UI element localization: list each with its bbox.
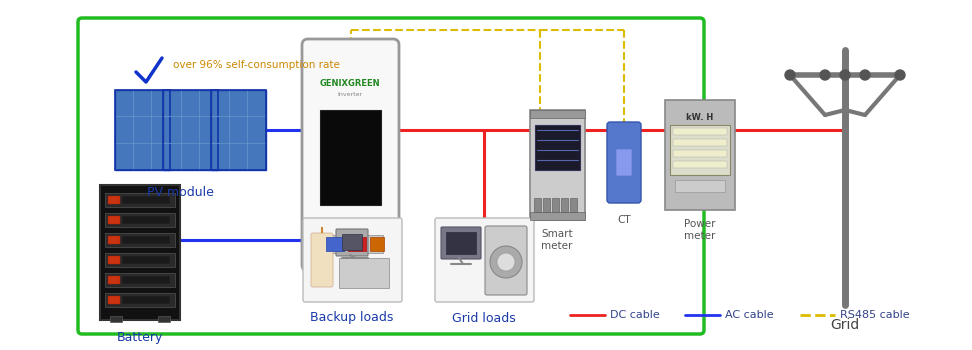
Text: DC cable: DC cable (610, 310, 660, 320)
Bar (108, 196, 120, 204)
Text: Grid loads: Grid loads (452, 312, 516, 324)
FancyBboxPatch shape (311, 233, 333, 287)
Bar (211, 90, 266, 170)
Bar (105, 273, 175, 287)
Bar (115, 90, 170, 170)
Bar (122, 296, 170, 304)
Bar (105, 293, 175, 307)
Bar (105, 193, 175, 207)
FancyBboxPatch shape (441, 227, 481, 259)
Bar (446, 232, 476, 254)
Circle shape (497, 253, 515, 271)
Text: GENIXGREEN: GENIXGREEN (320, 78, 380, 88)
Bar (675, 180, 725, 192)
Bar (211, 90, 266, 170)
Bar (665, 100, 735, 210)
Bar (110, 316, 122, 322)
Bar (318, 235, 383, 253)
Text: CT: CT (617, 215, 631, 225)
FancyBboxPatch shape (336, 229, 368, 256)
Bar (122, 236, 170, 244)
Text: Grid: Grid (830, 318, 859, 332)
Bar (100, 185, 180, 320)
Bar (108, 296, 120, 304)
Text: PV module: PV module (147, 187, 214, 199)
Bar (163, 90, 218, 170)
Bar (543, 198, 550, 212)
Circle shape (785, 70, 795, 80)
Bar (122, 276, 170, 284)
Text: Power
meter: Power meter (684, 219, 715, 241)
Bar (158, 316, 170, 322)
Bar (534, 198, 541, 212)
Bar (673, 150, 727, 157)
Text: RS485 cable: RS485 cable (840, 310, 910, 320)
Bar (530, 212, 585, 220)
FancyBboxPatch shape (303, 218, 402, 302)
FancyBboxPatch shape (616, 149, 632, 176)
Circle shape (860, 70, 870, 80)
Bar (552, 198, 559, 212)
Bar (673, 128, 727, 135)
Bar (122, 216, 170, 224)
Text: Backup loads: Backup loads (310, 312, 394, 324)
Bar (570, 198, 577, 212)
Bar (370, 237, 384, 251)
Bar (561, 198, 568, 212)
Bar (105, 233, 175, 247)
Bar (108, 216, 120, 224)
FancyBboxPatch shape (435, 218, 534, 302)
Bar (163, 90, 218, 170)
Bar (673, 139, 727, 146)
Text: kW. H: kW. H (686, 113, 713, 122)
Bar (673, 161, 727, 168)
FancyBboxPatch shape (485, 226, 527, 295)
Text: Battery: Battery (117, 331, 163, 344)
Bar (326, 237, 344, 251)
Circle shape (895, 70, 905, 80)
Bar (530, 110, 585, 220)
Bar (115, 90, 170, 170)
Bar (105, 253, 175, 267)
Text: over 96% self-consumption rate: over 96% self-consumption rate (173, 60, 340, 70)
Bar (108, 256, 120, 264)
FancyBboxPatch shape (607, 122, 641, 203)
Bar (339, 258, 389, 288)
Bar (535, 125, 580, 170)
Bar (122, 256, 170, 264)
FancyBboxPatch shape (302, 39, 399, 271)
Bar (342, 234, 362, 250)
Circle shape (820, 70, 830, 80)
Circle shape (840, 70, 850, 80)
Bar (670, 125, 730, 175)
Bar (320, 110, 381, 205)
Bar (530, 110, 585, 118)
Text: Smart
meter: Smart meter (541, 229, 573, 251)
Bar (108, 276, 120, 284)
Bar (348, 237, 366, 251)
Text: Inverter: Inverter (337, 92, 363, 98)
Bar (108, 236, 120, 244)
Bar (122, 196, 170, 204)
Bar (105, 213, 175, 227)
Text: AC cable: AC cable (725, 310, 774, 320)
Circle shape (490, 246, 522, 278)
